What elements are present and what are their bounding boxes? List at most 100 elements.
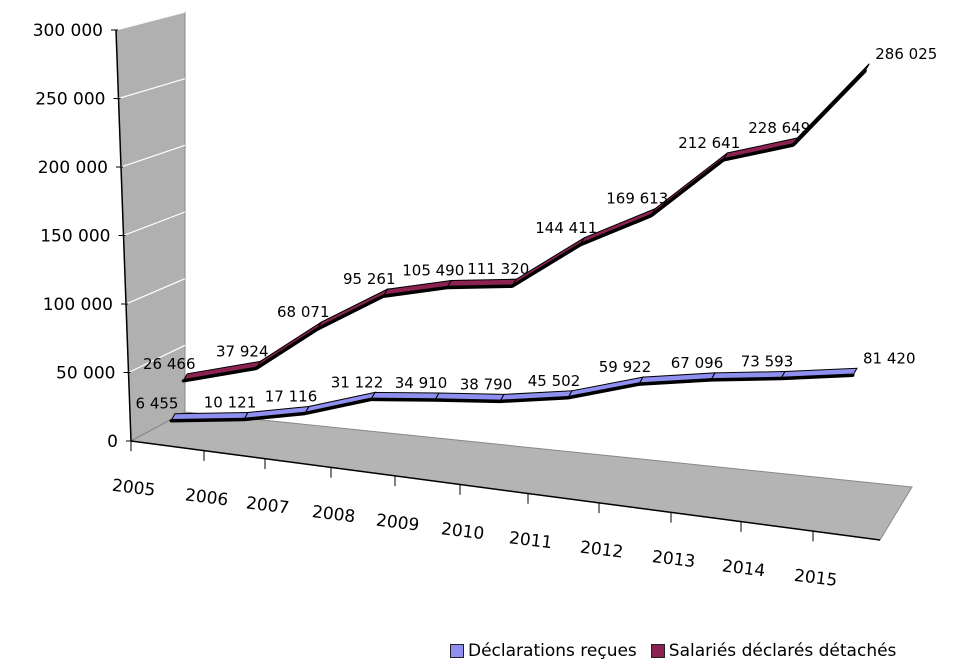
legend-swatch-salaries [650,644,665,658]
data-label: 6 455 [136,395,179,413]
data-point [721,158,725,162]
data-point [709,378,713,382]
data-label: 37 924 [216,342,269,360]
y-tick-label: 300 000 [33,21,103,41]
data-label: 144 411 [535,219,597,237]
series-line [511,243,582,288]
x-tick-label: 2007 [245,493,290,518]
data-point [369,397,373,401]
x-tick-label: 2005 [111,476,156,501]
series-line [182,366,257,383]
x-tick-label: 2012 [579,538,624,563]
data-point [181,379,185,383]
gridline [123,211,186,237]
series-line [710,376,782,382]
y-tick-label: 150 000 [40,227,110,247]
data-point [851,373,855,377]
series-line [383,285,448,298]
series-line [316,294,385,331]
data-point [649,214,653,218]
gridline [115,11,186,31]
legend-label-salaries: Salariés déclarés détachés [668,641,897,661]
data-label: 10 121 [204,393,257,411]
legend-label-declarations: Déclarations reçues [468,641,637,661]
data-label: 95 261 [343,270,396,288]
x-tick-label: 2009 [375,511,420,536]
series-line [170,417,245,423]
data-point [498,399,502,403]
series-line [255,327,319,370]
x-axis-ticks: 2005 2006 2007 2008 2009 2010 2011 2012 2013 2014… [111,441,838,591]
series-line [243,411,306,422]
data-label: 286 025 [875,45,937,63]
x-tick-label: 2013 [651,547,696,572]
series-line [650,158,725,218]
series-line [499,396,569,404]
data-label: 26 466 [143,355,196,373]
data-label: 212 641 [678,134,740,152]
data-label: 45 502 [528,372,581,390]
legend-item-salaries: Salariés déclarés détachés [650,641,897,661]
y-tick-label: 200 000 [38,158,108,178]
data-point [315,327,319,331]
x-tick-label: 2008 [311,502,356,527]
series-line [434,398,501,404]
data-point [242,417,246,421]
legend-item-declarations: Déclarations reçues [450,641,637,661]
series-ribbons [169,63,870,423]
data-label: 111 320 [467,260,529,278]
legend-swatch-declarations [450,644,464,658]
data-label: 81 420 [863,349,916,367]
data-point [578,243,582,247]
series-line [370,397,436,402]
y-tick-label: 100 000 [43,295,113,315]
data-label: 228 649 [748,119,810,137]
data-point [254,366,258,370]
data-point [779,377,783,381]
y-tick-label: 50 000 [56,364,115,384]
series-line [579,214,652,247]
data-point [303,411,307,415]
floor [129,411,913,541]
data-label: 38 790 [460,375,513,393]
x-tick-label: 2010 [440,519,485,544]
series-line [638,378,712,386]
series-line [791,69,867,147]
data-point [433,398,437,402]
data-point [566,396,570,400]
series-line [567,382,640,400]
series-line [304,397,372,416]
data-point [169,419,173,423]
data-point [791,143,795,147]
y-axis-ticks: 0 50 000 100 000 150 000 200 000 250 000 300 0… [33,21,133,452]
gridline [118,78,186,100]
data-point [381,294,385,298]
x-tick-label: 2011 [508,528,553,553]
gridline [125,278,186,305]
y-tick-label: 250 000 [35,90,105,110]
data-label: 67 096 [671,354,724,372]
x-tick-label: 2006 [184,485,229,510]
y-tick-label: 0 [107,432,118,452]
data-label: 31 122 [331,373,384,391]
data-label: 73 593 [741,353,794,371]
data-label: 68 071 [277,303,330,321]
legend: Déclarations reçues Salariés déclarés dé… [450,640,896,662]
data-point [510,284,514,288]
data-label: 169 613 [606,190,668,208]
data-labels: 6 455 10 121 17 116 31 122 34 910 38 790 45 50… [136,45,938,413]
series-line [722,143,794,162]
data-point [863,69,867,73]
x-tick-label: 2014 [721,556,766,581]
x-axis-line [130,440,881,541]
data-point [637,382,641,386]
gridlines [115,11,186,374]
data-label: 34 910 [395,374,448,392]
data-label: 105 490 [402,262,464,280]
x-tick-label: 2015 [793,566,838,591]
data-label: 59 922 [599,358,652,376]
data-label: 17 116 [265,387,318,405]
data-point [445,286,449,290]
gridline [128,344,186,374]
